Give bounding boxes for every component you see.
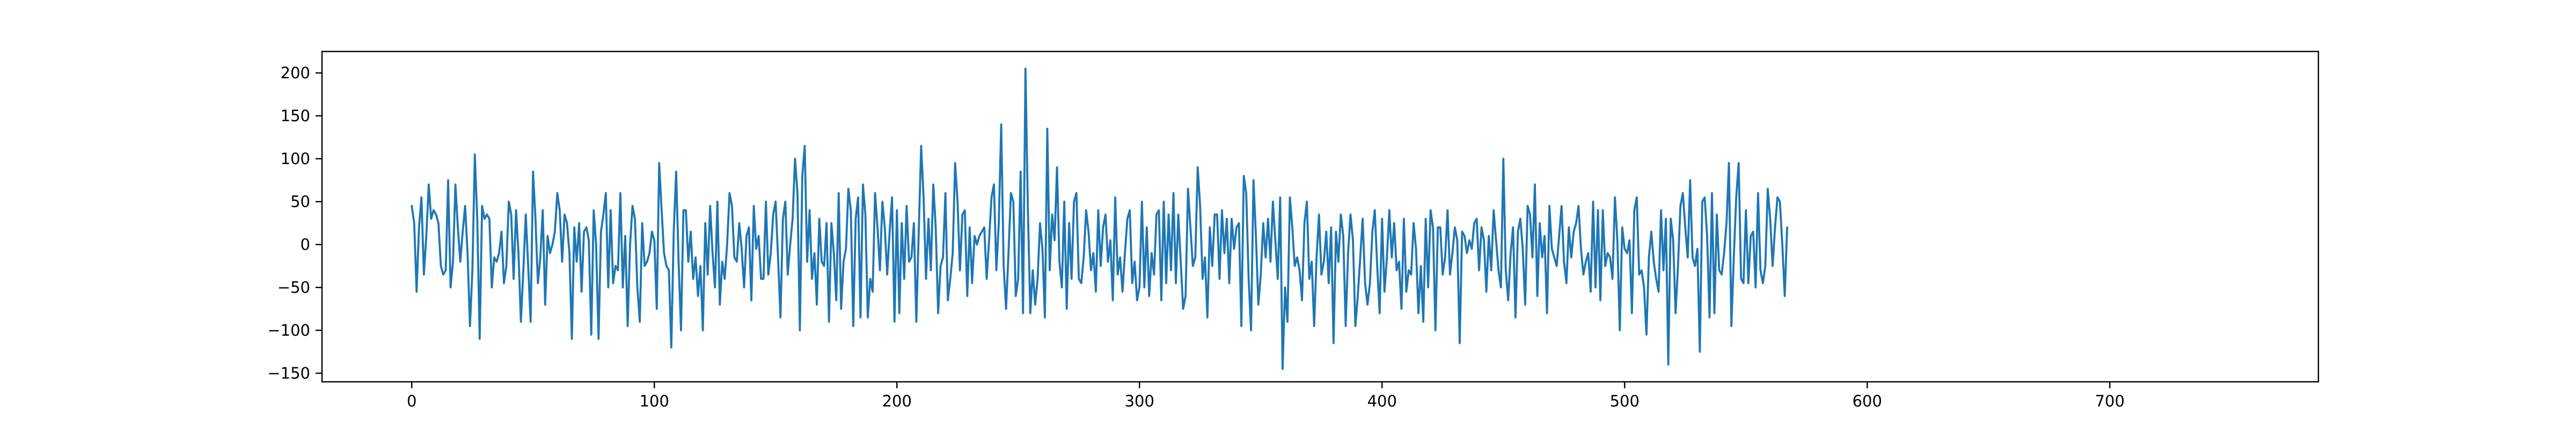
y-tick-label: 150	[281, 107, 310, 125]
x-axis: 0 100 200 300 400 500 600 700	[407, 382, 2125, 410]
x-tick-label: 200	[882, 392, 912, 410]
x-tick-label: 400	[1367, 392, 1397, 410]
y-tick-label: −100	[267, 321, 310, 339]
x-tick-label: 300	[1125, 392, 1154, 410]
x-tick-label: 500	[1610, 392, 1640, 410]
y-axis: −150 −100 −50 0 50 100 150 200	[267, 64, 322, 382]
y-tick-label: 0	[301, 235, 310, 254]
y-tick-label: 100	[281, 150, 310, 168]
x-tick-label: 700	[2095, 392, 2125, 410]
plot-frame	[321, 50, 2319, 383]
x-tick-label: 0	[407, 392, 416, 410]
series-line-0	[411, 68, 1789, 370]
series-layer	[411, 68, 1789, 370]
y-tick-label: 50	[290, 193, 310, 211]
x-tick-label: 600	[1853, 392, 1882, 410]
y-tick-label: −150	[267, 364, 310, 382]
x-tick-label: 100	[640, 392, 669, 410]
y-tick-label: 200	[281, 64, 310, 82]
plot-area	[321, 50, 2319, 383]
y-tick-label: −50	[277, 278, 310, 297]
